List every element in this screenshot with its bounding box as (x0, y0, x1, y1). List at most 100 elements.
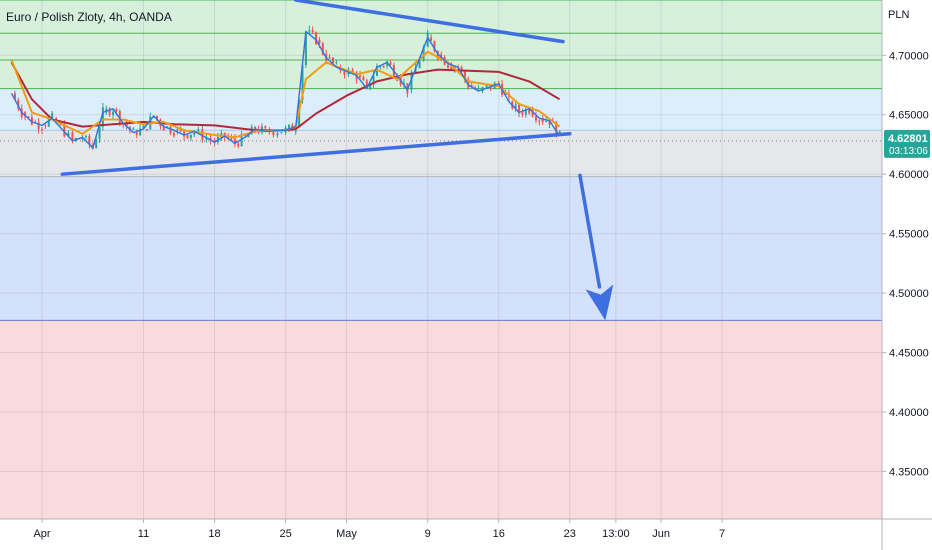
zone-lightblue (0, 88, 882, 131)
candle-body (548, 121, 551, 125)
candle-body (230, 137, 233, 139)
candle-body (528, 109, 531, 114)
candle-body (112, 111, 115, 116)
candle-body (504, 93, 507, 95)
candle-body (335, 62, 338, 64)
candle-body (369, 84, 372, 89)
candle-body (343, 70, 346, 75)
candle-body (514, 104, 517, 109)
candle-body (201, 129, 204, 140)
candle-body (88, 136, 91, 145)
candle-body (17, 99, 20, 109)
candle-body (379, 65, 382, 68)
candle-body (426, 32, 429, 47)
candle-body (460, 67, 463, 72)
candle-body (430, 37, 433, 42)
candle-body (321, 43, 324, 55)
candle-body (538, 120, 541, 122)
series-line-2 (10, 61, 561, 132)
candle-body (135, 132, 138, 136)
candle-body (105, 108, 108, 113)
candle-body (545, 121, 548, 123)
candle-body (237, 143, 240, 147)
candle-body (156, 115, 159, 120)
candle-body (63, 124, 66, 137)
candle-body (315, 32, 318, 45)
candle-body (534, 116, 537, 121)
candle-body (145, 129, 148, 131)
candle-body (166, 126, 169, 128)
candle-body (186, 134, 189, 139)
candle-body (205, 137, 208, 140)
price-tick-label: 4.40000 (889, 407, 929, 419)
trend-layer[interactable] (60, 0, 572, 176)
candle-body (44, 125, 47, 127)
candle-body (418, 60, 421, 69)
candle-body (223, 132, 226, 137)
candle-body (272, 132, 275, 136)
price-tick-label: 4.70000 (889, 50, 929, 62)
candle-body (247, 134, 250, 138)
candle-body (433, 41, 436, 52)
candle-body (365, 80, 368, 85)
candle-body (331, 57, 334, 64)
candle-body (132, 128, 135, 130)
trendline-lower-support[interactable] (60, 132, 572, 176)
candle-body (101, 107, 104, 127)
candle-body (189, 134, 192, 139)
candle-body (84, 136, 87, 138)
candle-body (294, 130, 297, 132)
candle-body (382, 65, 385, 67)
candle-body (193, 132, 196, 135)
candle-body (162, 125, 165, 131)
candle-body (524, 109, 527, 115)
target-arrow-shaft[interactable] (578, 173, 602, 289)
arrow-layer[interactable] (578, 173, 614, 321)
candle-body (115, 108, 118, 112)
candle-body (108, 108, 111, 116)
last-price-value: 4.62801 (888, 133, 928, 145)
candle-body (477, 87, 480, 90)
candle-body (128, 126, 131, 130)
candle-body (359, 75, 362, 78)
time-tick-label: Jun (652, 528, 670, 540)
candle-body (47, 118, 50, 127)
candle-body (410, 74, 413, 90)
candle-body (125, 123, 128, 127)
time-tick-label: 7 (719, 528, 725, 540)
candle-body (209, 137, 212, 141)
candle-body (280, 132, 283, 134)
candle-body (386, 61, 389, 67)
candle-body (287, 124, 290, 131)
candle-body (521, 112, 524, 115)
candle-body (95, 138, 98, 149)
candle-body (436, 51, 439, 59)
candle-body (440, 54, 443, 57)
time-tick-label: 23 (564, 528, 576, 540)
candle-body (176, 129, 179, 131)
trendline-upper-resistance[interactable] (294, 0, 565, 44)
candle-body (13, 93, 16, 100)
time-tick-label: 16 (493, 528, 505, 540)
price-tick-label: 4.50000 (889, 288, 929, 300)
time-tick-label: 11 (138, 528, 149, 540)
candle-body (318, 39, 321, 44)
candle-body (142, 125, 145, 129)
time-tick-label: 25 (279, 528, 291, 540)
candle-body (389, 62, 392, 66)
time-axis-bg (0, 519, 932, 550)
candle-body (41, 129, 43, 131)
target-arrow-head[interactable] (585, 284, 614, 321)
candle-body (169, 126, 172, 134)
candle-body (463, 71, 466, 80)
zone-red (0, 320, 882, 519)
candle-body (304, 31, 307, 65)
price-tick-label: 4.35000 (889, 466, 929, 478)
price-tick-label: 4.55000 (889, 229, 929, 241)
price-tick-label: 4.60000 (889, 169, 929, 181)
candle-body (98, 126, 101, 139)
candle-body (179, 129, 182, 132)
candle-body (375, 65, 378, 76)
